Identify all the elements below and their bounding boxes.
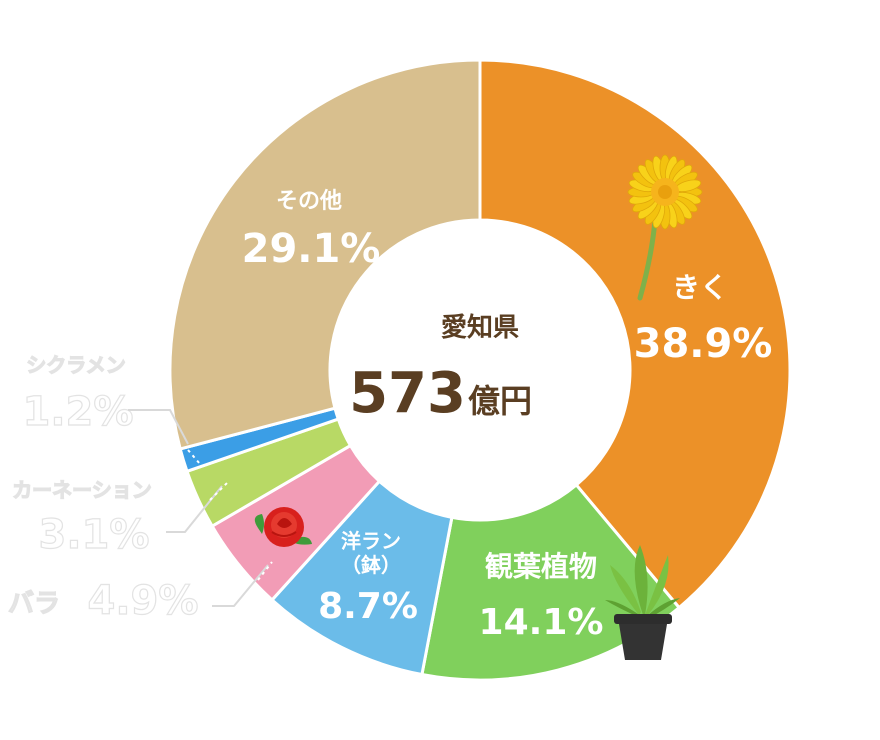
slice-value-carnation: 3.1% xyxy=(39,512,150,558)
slice-label-orchid-line2: （鉢） xyxy=(341,553,401,577)
center-unit: 億円 xyxy=(468,382,532,420)
slice-value-other: 29.1% xyxy=(242,226,381,272)
center-title: 愛知県 xyxy=(441,313,519,343)
slice-value-orchid: 8.7% xyxy=(318,586,418,627)
slice-value-kiku: 38.9% xyxy=(634,321,773,367)
slice-value-rose: 4.9% xyxy=(88,578,199,624)
slice-label-other: その他 xyxy=(276,189,342,214)
slice-label-orchid-line1: 洋ラン xyxy=(341,529,401,553)
slice-label-foliage: 観葉植物 xyxy=(485,550,597,583)
slice-value-cyclamen: 1.2% xyxy=(23,389,134,435)
slice-label-kiku: きく xyxy=(672,271,728,304)
leader-line-rose xyxy=(212,564,269,607)
donut-hole xyxy=(330,220,630,520)
center-total: 573 xyxy=(349,361,466,426)
slice-label-cyclamen: シクラメン xyxy=(26,353,125,377)
leader-line-ticks xyxy=(187,449,273,581)
leader-line-cyclamen xyxy=(128,409,189,445)
leader-lines xyxy=(128,409,269,607)
slice-label-carnation: カーネーション xyxy=(12,478,152,502)
slice-label-rose: バラ xyxy=(8,589,60,619)
slices-group xyxy=(168,58,792,682)
potted-plant-icon xyxy=(605,545,680,660)
leader-line-carnation xyxy=(166,485,223,533)
slice-value-foliage: 14.1% xyxy=(479,602,604,643)
chrysanthemum-icon xyxy=(627,154,703,301)
outside-labels: シクラメン 1.2% カーネーション 3.1% バラ 4.9% xyxy=(7,352,199,624)
rose-icon xyxy=(254,507,312,547)
